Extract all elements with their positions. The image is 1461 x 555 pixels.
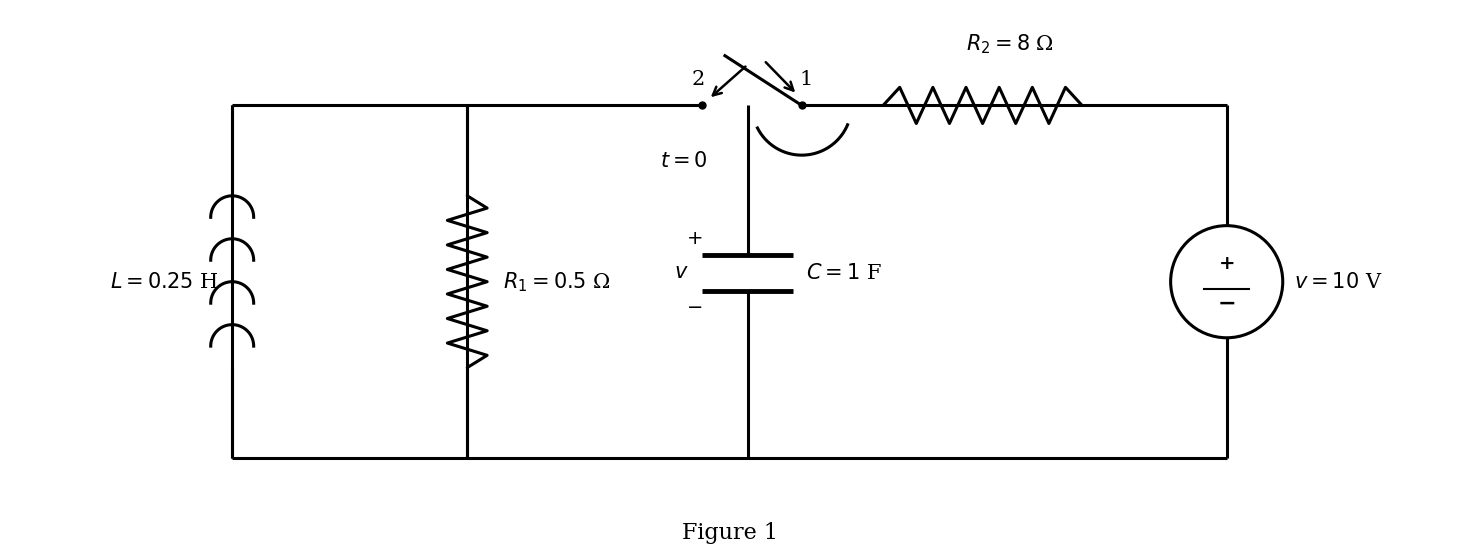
Text: $R_1 = 0.5$ Ω: $R_1 = 0.5$ Ω — [504, 270, 611, 294]
Text: +: + — [1218, 255, 1235, 273]
Text: $v$: $v$ — [674, 263, 688, 282]
Text: +: + — [687, 229, 703, 248]
Text: $C = 1$ F: $C = 1$ F — [806, 263, 882, 282]
Text: $v = 10$ V: $v = 10$ V — [1293, 272, 1382, 292]
Text: $t = 0$: $t = 0$ — [660, 150, 709, 170]
Text: −: − — [687, 297, 703, 316]
Text: 2: 2 — [691, 70, 704, 89]
Text: −: − — [1217, 292, 1236, 314]
Text: Figure 1: Figure 1 — [682, 522, 779, 544]
Text: $R_2 = 8$ Ω: $R_2 = 8$ Ω — [966, 32, 1053, 56]
Text: $L = 0.25$ H: $L = 0.25$ H — [111, 272, 219, 292]
Text: 1: 1 — [799, 70, 812, 89]
